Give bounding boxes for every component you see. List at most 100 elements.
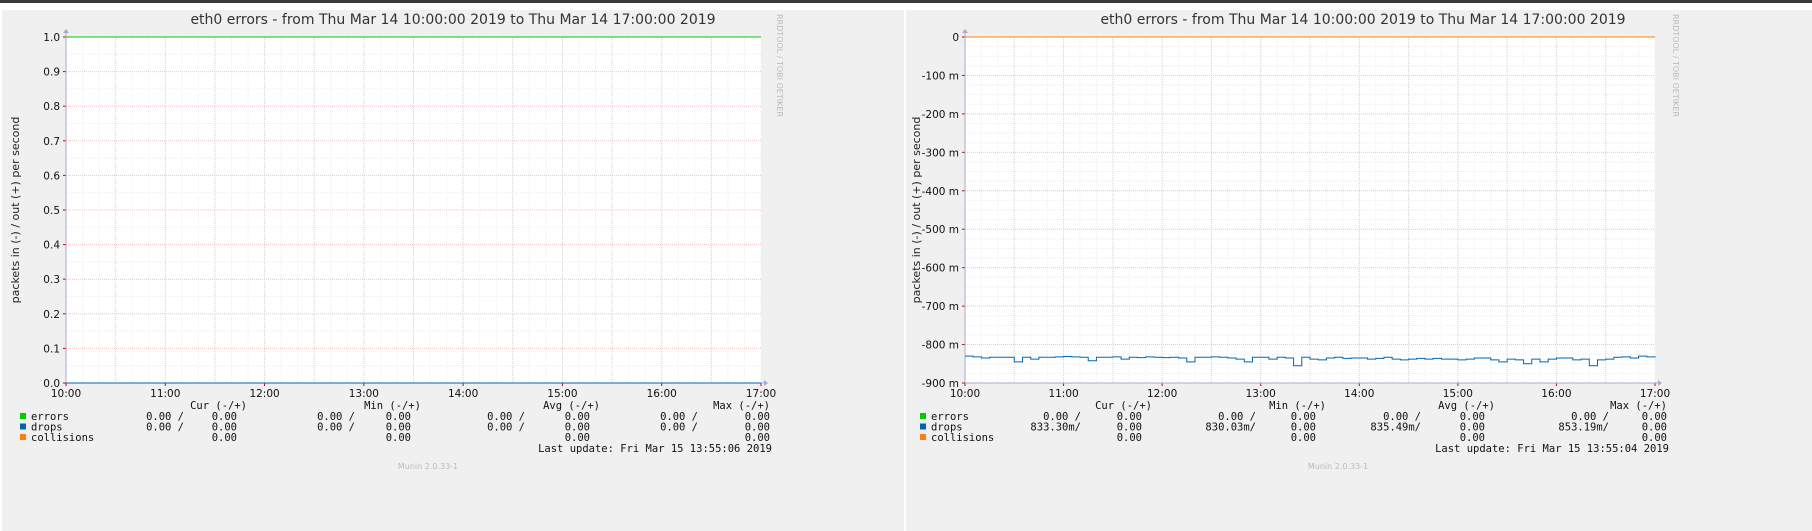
legend-value-out: 0.00 (565, 411, 590, 423)
y-tick-label: 0.6 (43, 170, 60, 182)
y-tick-label: -200 m (922, 109, 959, 121)
legend-value-out: 0.00 (386, 432, 411, 444)
legend-label: errors (931, 411, 969, 423)
legend-value-out: 0.00 (565, 432, 590, 444)
legend-value-out: 0.00 (1460, 411, 1485, 423)
legend-value-out: 0.00 (1642, 422, 1667, 434)
legend-value-out: 0.00 (1117, 432, 1142, 444)
legend-label: collisions (31, 432, 94, 444)
munin-graph-left: eth0 errors - from Thu Mar 14 10:00:00 2… (2, 10, 904, 531)
legend-value-in: 0.00 / (1383, 411, 1421, 423)
x-tick-label: 12:00 (249, 388, 279, 400)
y-tick-label: -600 m (922, 263, 959, 275)
last-update: Last update: Fri Mar 15 13:55:04 2019 (1435, 443, 1669, 455)
y-tick-label: 0.1 (43, 343, 60, 355)
legend-value-out: 0.00 (1291, 411, 1316, 423)
legend-value-in: 0.00 / (660, 422, 698, 434)
legend-value-out: 0.00 (386, 411, 411, 423)
legend-header: Cur (-/+) (1095, 400, 1152, 412)
munin-version: Munin 2.0.33-1 (1308, 462, 1368, 471)
y-axis-label: packets in (-) / out (+) per second (910, 117, 923, 304)
y-axis-arrow (962, 29, 968, 33)
x-tick-label: 10:00 (950, 388, 980, 400)
legend-label: drops (31, 422, 63, 434)
x-tick-label: 13:00 (1246, 388, 1276, 400)
x-tick-label: 14:00 (1344, 388, 1374, 400)
rrdtool-watermark: RRDTOOL / TOBI OETIKER (775, 14, 784, 117)
legend-header: Avg (-/+) (1438, 400, 1495, 412)
y-tick-label: 0.8 (43, 101, 60, 113)
legend-value-in: 830.03m/ (1205, 422, 1256, 434)
x-tick-label: 17:00 (746, 388, 776, 400)
top-bar (0, 0, 1812, 3)
legend-value-in: 0.00 / (487, 411, 525, 423)
legend-value-in: 0.00 / (317, 411, 355, 423)
y-tick-label: 0.2 (43, 309, 60, 321)
legend-value-in: 853.19m/ (1558, 422, 1609, 434)
x-tick-label: 14:00 (448, 388, 478, 400)
legend-value-out: 0.00 (1460, 422, 1485, 434)
legend-value-out: 0.00 (212, 432, 237, 444)
legend-value-in: 0.00 / (660, 411, 698, 423)
x-tick-label: 11:00 (150, 388, 180, 400)
legend-value-out: 0.00 (1117, 411, 1142, 423)
legend-value-out: 0.00 (745, 411, 770, 423)
y-tick-label: -300 m (922, 147, 959, 159)
rrdtool-watermark: RRDTOOL / TOBI OETIKER (1671, 14, 1680, 117)
y-tick-label: -400 m (922, 186, 959, 198)
legend-value-out: 0.00 (565, 422, 590, 434)
legend-value-in: 833.30m/ (1030, 422, 1081, 434)
y-tick-label: 0.5 (43, 205, 60, 217)
legend-swatch-collisions (20, 434, 26, 440)
legend-value-in: 0.00 / (1571, 411, 1609, 423)
x-tick-label: 16:00 (647, 388, 677, 400)
legend-value-in: 0.00 / (1218, 411, 1256, 423)
legend-value-out: 0.00 (1291, 432, 1316, 444)
y-tick-label: -900 m (922, 378, 959, 390)
legend-label: collisions (931, 432, 994, 444)
legend-value-in: 835.49m/ (1370, 422, 1421, 434)
legend-value-out: 0.00 (745, 422, 770, 434)
legend-label: drops (931, 422, 963, 434)
legend-value-out: 0.00 (1642, 432, 1667, 444)
chart-title: eth0 errors - from Thu Mar 14 10:00:00 2… (190, 12, 715, 28)
munin-graph-right: eth0 errors - from Thu Mar 14 10:00:00 2… (906, 10, 1812, 531)
y-tick-label: 0.3 (43, 274, 60, 286)
legend-value-out: 0.00 (212, 411, 237, 423)
y-tick-label: -800 m (922, 340, 959, 352)
x-tick-label: 10:00 (51, 388, 81, 400)
legend-value-out: 0.00 (745, 432, 770, 444)
x-tick-label: 15:00 (547, 388, 577, 400)
y-tick-label: -500 m (922, 224, 959, 236)
y-tick-label: 0.9 (43, 67, 60, 79)
y-tick-label: 0.0 (43, 378, 60, 390)
legend-value-in: 0.00 / (146, 422, 184, 434)
legend-value-in: 0.00 / (487, 422, 525, 434)
legend-value-out: 0.00 (1117, 422, 1142, 434)
x-tick-label: 15:00 (1443, 388, 1473, 400)
x-tick-label: 13:00 (349, 388, 379, 400)
legend-header: Avg (-/+) (543, 400, 600, 412)
legend-value-out: 0.00 (386, 422, 411, 434)
legend-header: Max (-/+) (1610, 400, 1667, 412)
x-axis-arrow (764, 380, 768, 386)
x-tick-label: 17:00 (1640, 388, 1670, 400)
legend-swatch-errors (920, 413, 926, 419)
chart-title: eth0 errors - from Thu Mar 14 10:00:00 2… (1100, 12, 1625, 28)
chart-svg: eth0 errors - from Thu Mar 14 10:00:00 2… (910, 12, 1680, 471)
legend-value-in: 0.00 / (146, 411, 184, 423)
x-tick-label: 16:00 (1541, 388, 1571, 400)
legend-swatch-errors (20, 413, 26, 419)
legend-value-out: 0.00 (1291, 422, 1316, 434)
y-tick-label: 0.4 (43, 240, 60, 252)
legend-header: Min (-/+) (1269, 400, 1326, 412)
legend-value-out: 0.00 (1642, 411, 1667, 423)
legend-swatch-drops (20, 423, 26, 430)
y-tick-label: 1.0 (43, 32, 60, 44)
last-update: Last update: Fri Mar 15 13:55:06 2019 (538, 443, 772, 455)
x-tick-label: 12:00 (1147, 388, 1177, 400)
legend-value-in: 0.00 / (317, 422, 355, 434)
y-tick-label: -700 m (922, 301, 959, 313)
legend-swatch-collisions (920, 434, 926, 440)
legend-value-out: 0.00 (212, 422, 237, 434)
